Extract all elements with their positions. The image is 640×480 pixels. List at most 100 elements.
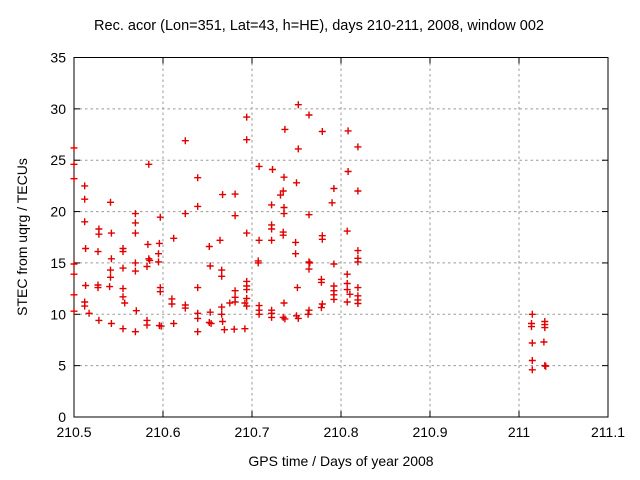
data-point-marker	[292, 250, 300, 258]
data-point-marker	[354, 284, 362, 292]
data-point-marker	[528, 357, 536, 364]
data-point-marker	[305, 111, 313, 119]
data-point-marker	[146, 256, 154, 264]
data-point-marker	[70, 160, 78, 168]
data-point-marker	[280, 210, 288, 218]
data-point-marker	[82, 282, 90, 289]
data-point-marker	[155, 258, 162, 266]
data-point-marker	[70, 260, 78, 268]
data-point-marker	[294, 101, 302, 109]
data-point-marker	[119, 325, 127, 333]
data-point-marker	[277, 191, 284, 199]
data-point-marker	[231, 190, 239, 198]
data-point-marker	[107, 320, 115, 327]
data-point-marker	[194, 328, 202, 336]
data-point-marker	[528, 339, 536, 347]
data-point-marker	[255, 310, 263, 318]
data-point-marker	[330, 185, 338, 192]
data-point-marker	[218, 266, 226, 274]
data-point-marker	[528, 366, 536, 374]
tick-label-layer: 210.5 210.6 210.7 210.8 210.9 211 211.1 0 5 10 15 2…	[50, 50, 625, 441]
data-point-marker	[279, 187, 287, 195]
data-point-marker	[305, 258, 313, 266]
data-point-marker	[318, 300, 326, 308]
data-point-marker	[70, 175, 78, 183]
x-tick-label: 210.6	[145, 424, 180, 440]
data-point-marker	[269, 166, 276, 173]
data-point-marker	[281, 125, 289, 133]
data-point-marker	[170, 234, 178, 242]
y-tick-label: 25	[50, 152, 66, 168]
data-point-marker	[279, 313, 287, 321]
data-point-marker	[343, 280, 351, 287]
data-point-marker	[294, 145, 302, 153]
data-point-marker	[305, 211, 313, 219]
data-point-marker	[230, 325, 238, 333]
data-point-marker	[194, 284, 202, 292]
data-point-marker	[119, 285, 127, 293]
data-point-marker	[292, 238, 300, 246]
data-point-marker	[354, 143, 362, 151]
data-point-marker	[255, 236, 263, 244]
data-point-marker	[207, 320, 215, 327]
data-point-marker	[343, 298, 351, 306]
data-point-marker	[354, 300, 362, 307]
plot-border-layer	[73, 57, 609, 418]
x-tick-label: 211.1	[591, 424, 625, 440]
data-point-marker	[279, 231, 287, 239]
data-point-marker	[243, 302, 251, 310]
data-point-marker	[155, 239, 163, 247]
data-point-marker	[181, 304, 189, 312]
x-axis-label: GPS time / Days of year 2008	[248, 453, 433, 469]
data-point-marker	[293, 179, 300, 187]
y-tick-label: 20	[50, 204, 66, 220]
data-point-marker	[268, 313, 276, 321]
data-points-layer	[70, 101, 550, 374]
data-point-marker	[318, 128, 326, 135]
data-point-marker	[330, 260, 338, 268]
data-point-marker	[528, 323, 535, 331]
data-point-marker	[81, 302, 89, 310]
data-point-marker	[354, 258, 362, 266]
data-point-marker	[119, 248, 127, 256]
data-point-marker	[85, 309, 93, 317]
y-tick-label: 10	[50, 306, 66, 322]
data-point-marker	[268, 201, 276, 209]
data-point-marker	[255, 162, 263, 170]
data-point-marker	[119, 293, 127, 301]
x-tick-label: 210.7	[234, 424, 269, 440]
data-point-marker	[354, 247, 362, 255]
data-point-marker	[131, 259, 139, 267]
data-point-marker	[542, 362, 550, 370]
data-point-marker	[181, 210, 189, 218]
data-point-marker	[243, 286, 251, 294]
data-point-marker	[121, 299, 129, 307]
data-point-marker	[194, 174, 202, 182]
y-tick-label: 5	[58, 358, 66, 374]
data-point-marker	[181, 137, 189, 145]
data-point-marker	[528, 310, 536, 318]
data-point-marker	[243, 229, 251, 237]
data-point-marker	[354, 187, 362, 195]
data-point-marker	[107, 255, 115, 263]
data-point-marker	[131, 267, 139, 275]
data-point-marker	[343, 227, 351, 235]
data-point-marker	[344, 168, 352, 175]
data-point-marker	[95, 230, 103, 238]
data-point-marker	[170, 320, 178, 327]
x-tick-label: 211	[508, 424, 531, 440]
data-point-marker	[145, 160, 153, 168]
data-point-marker	[219, 318, 227, 325]
data-point-marker	[70, 291, 78, 299]
data-point-marker	[254, 259, 262, 267]
data-point-marker	[131, 229, 139, 237]
data-point-marker	[81, 195, 89, 203]
x-tick-label: 210.5	[56, 424, 91, 440]
data-point-marker	[328, 199, 336, 207]
data-point-marker	[206, 262, 214, 270]
grid-layer	[74, 57, 608, 417]
data-point-marker	[243, 136, 251, 144]
data-point-marker	[155, 250, 162, 258]
data-point-marker	[343, 270, 351, 278]
